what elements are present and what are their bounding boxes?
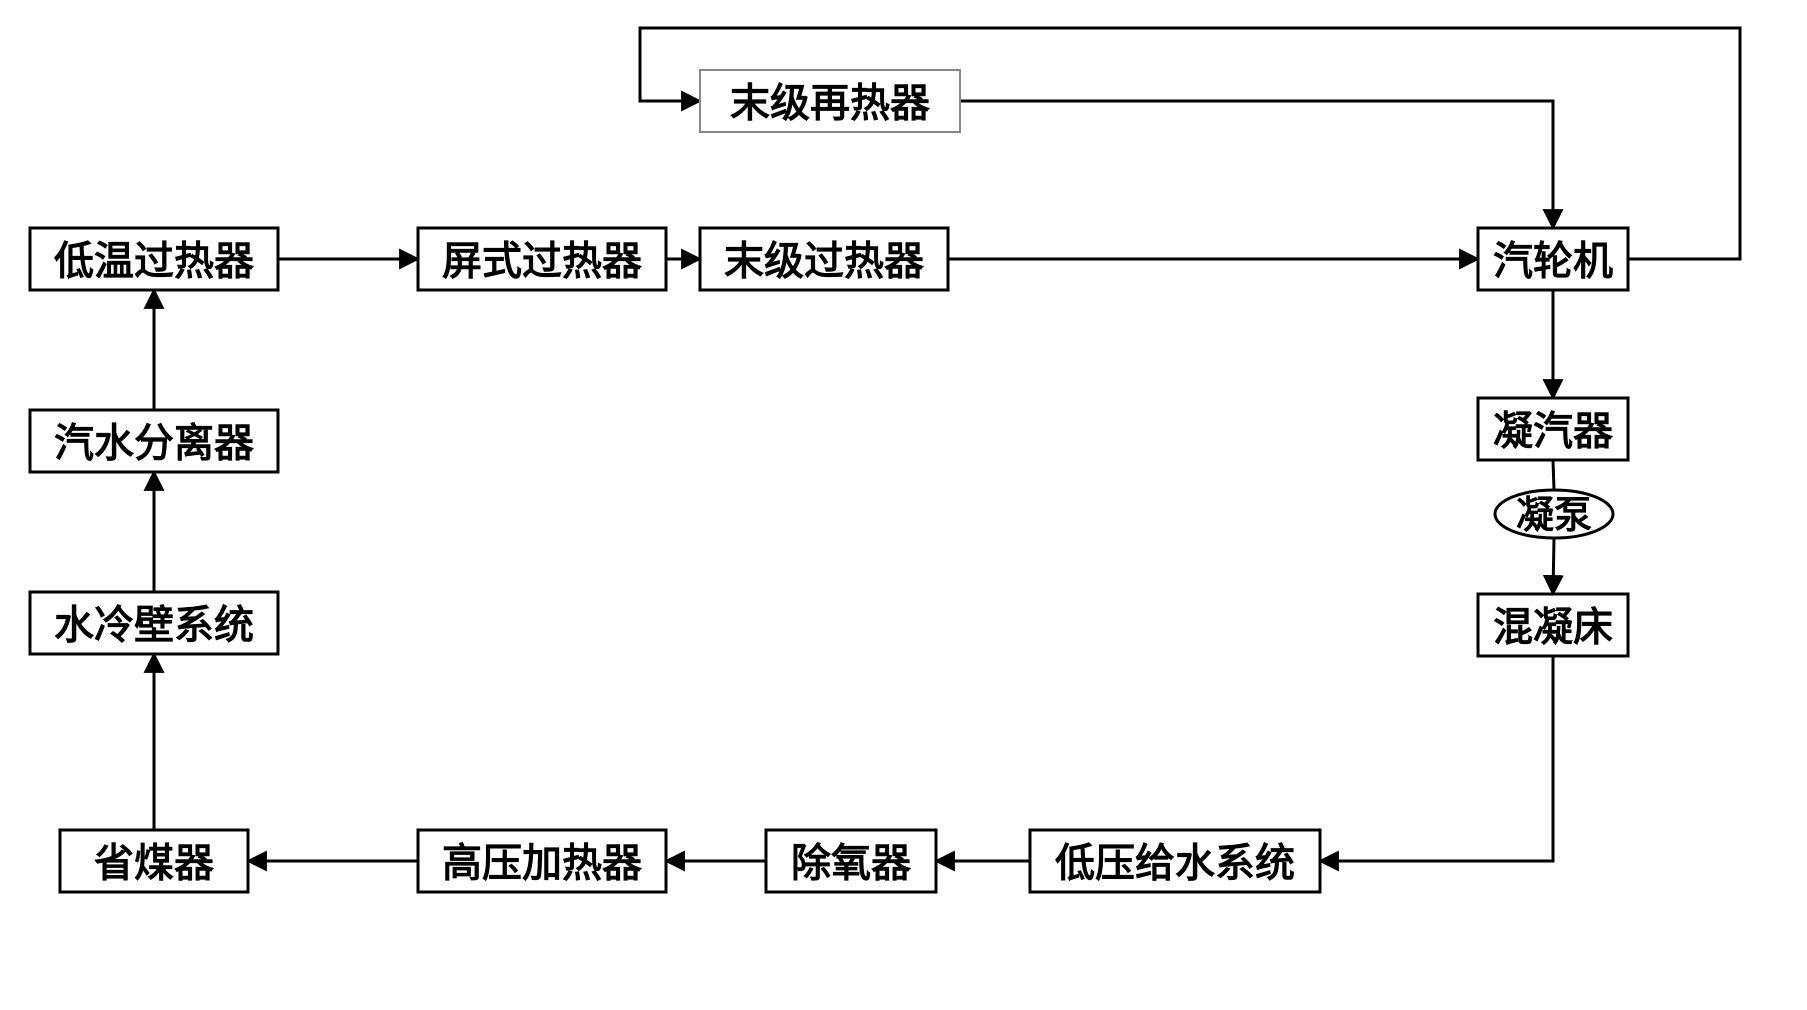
flow-edge (1320, 656, 1553, 861)
node-condenser-text: 凝汽器 (1493, 409, 1614, 454)
node-mixed-bed-text: 混凝床 (1493, 605, 1613, 650)
node-deaerator: 除氧器 (766, 830, 936, 892)
node-final-superheater: 末级过热器 (700, 228, 948, 290)
node-turbine: 汽轮机 (1478, 228, 1628, 290)
flow-edge (960, 101, 1553, 228)
node-steam-separator: 汽水分离器 (30, 410, 278, 472)
node-lp-feedwater: 低压给水系统 (1030, 830, 1320, 892)
node-hp-heater: 高压加热器 (418, 830, 666, 892)
node-condenser: 凝汽器 (1478, 398, 1628, 460)
node-low-temp-superheater-text: 低温过热器 (54, 239, 255, 284)
node-hp-heater-text: 高压加热器 (442, 841, 643, 886)
flow-edge (1553, 460, 1554, 490)
node-platen-superheater-text: 屏式过热器 (442, 239, 643, 284)
node-economizer: 省煤器 (60, 830, 248, 892)
node-turbine-text: 汽轮机 (1493, 239, 1613, 284)
node-final-reheater-text: 末级再热器 (730, 81, 931, 126)
node-lp-feedwater-text: 低压给水系统 (1055, 841, 1295, 886)
node-platen-superheater: 屏式过热器 (418, 228, 666, 290)
flow-edge (640, 28, 1740, 259)
node-mixed-bed: 混凝床 (1478, 594, 1628, 656)
node-final-reheater: 末级再热器 (700, 70, 960, 132)
node-water-wall-text: 水冷壁系统 (54, 603, 254, 648)
node-cond-pump: 凝泵 (1495, 490, 1613, 538)
node-deaerator-text: 除氧器 (791, 841, 912, 886)
node-low-temp-superheater: 低温过热器 (30, 228, 278, 290)
flow-edge (1553, 538, 1554, 594)
node-cond-pump-text: 凝泵 (1516, 495, 1592, 537)
node-economizer-text: 省煤器 (94, 841, 215, 886)
node-water-wall: 水冷壁系统 (30, 592, 278, 654)
node-final-superheater-text: 末级过热器 (724, 239, 925, 284)
node-steam-separator-text: 汽水分离器 (54, 421, 255, 466)
